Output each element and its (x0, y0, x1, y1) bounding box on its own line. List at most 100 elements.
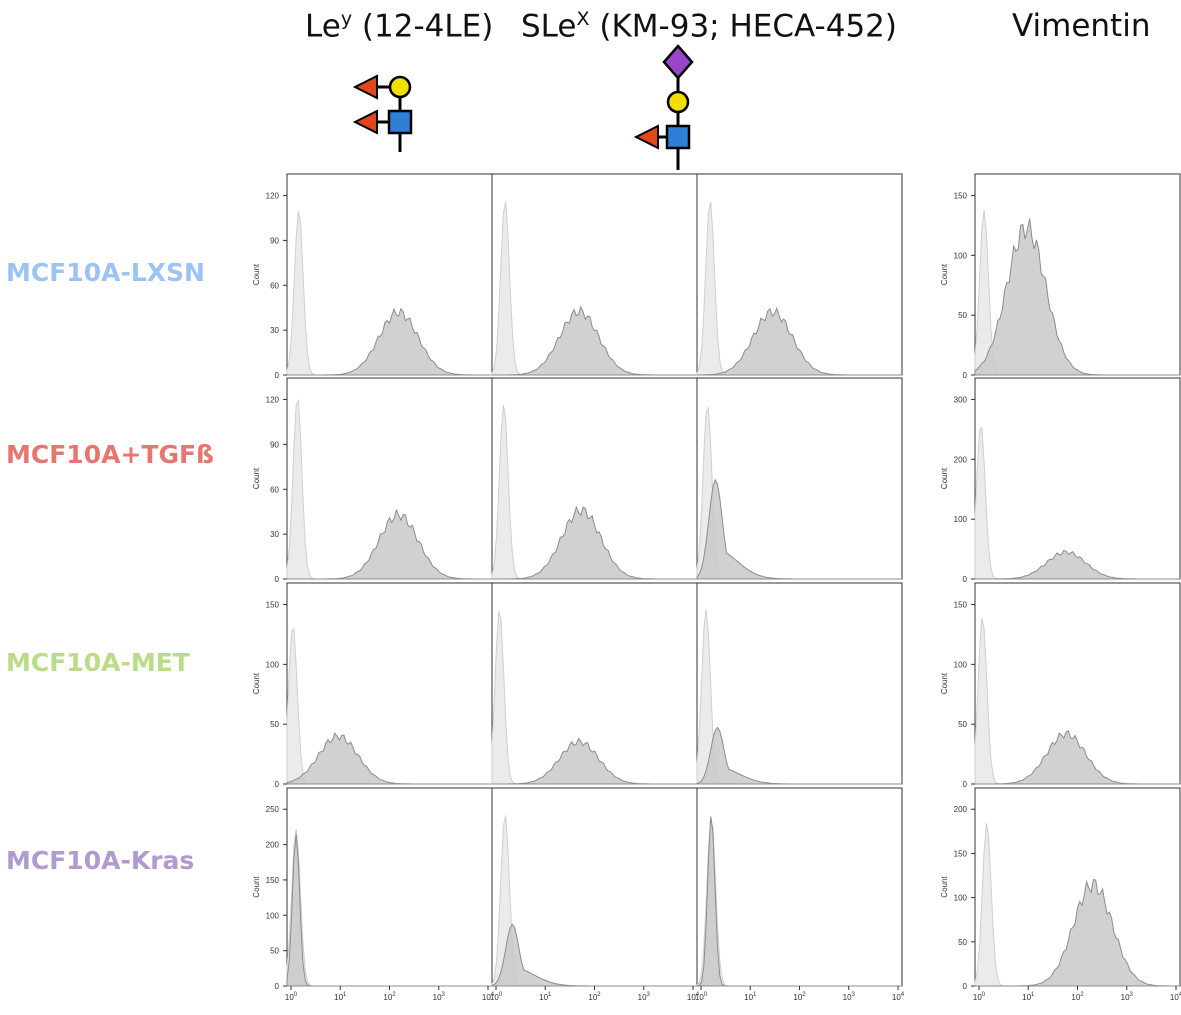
stain-histogram (286, 732, 492, 785)
panel-r0-c3: 0 50 100 150 Count (940, 173, 1181, 380)
y-tick-label: 200 (954, 455, 968, 464)
panel-r2-c0: 0 50 100 150 Count (252, 582, 493, 789)
y-tick-label: 250 (266, 805, 280, 814)
y-tick-label: 50 (270, 720, 279, 729)
panel-r2-c2 (696, 582, 903, 785)
header-ley: Ley (12-4LE) (305, 8, 494, 45)
panel-r0-c1 (491, 173, 698, 376)
panel-r1-c2 (696, 377, 903, 580)
y-tick-label: 100 (954, 660, 968, 669)
y-tick-label: 200 (954, 805, 968, 814)
y-tick-label: 150 (954, 601, 968, 610)
row-label-met: MCF10A-MET (6, 648, 190, 677)
y-axis-label: Count (940, 263, 949, 285)
stain-histogram (697, 306, 902, 376)
y-tick-label: 0 (963, 371, 968, 380)
panel-frame (491, 377, 698, 580)
y-axis-label: Count (940, 672, 949, 694)
x-tick-label: 104 (482, 992, 495, 1002)
panel-r0-c2 (696, 173, 903, 376)
stain-histogram (492, 505, 697, 580)
x-tick-label: 104 (687, 992, 700, 1002)
y-tick-label: 0 (275, 982, 280, 991)
stain-histogram (975, 549, 1180, 580)
x-tick-label: 100 (695, 992, 708, 1002)
x-tick-label: 102 (588, 992, 601, 1002)
x-tick-label: 101 (334, 992, 347, 1002)
y-tick-label: 0 (963, 982, 968, 991)
y-tick-label: 50 (270, 947, 279, 956)
y-tick-label: 200 (266, 841, 280, 850)
y-tick-label: 120 (266, 192, 280, 201)
panel-frame (696, 173, 903, 376)
panel-frame (286, 582, 493, 785)
panel-r1-c1 (491, 377, 698, 580)
x-tick-label: 100 (285, 992, 298, 1002)
panel-r2-c1 (491, 582, 698, 785)
y-axis-label: Count (252, 263, 261, 285)
y-tick-label: 150 (954, 849, 968, 858)
y-tick-label: 50 (958, 938, 967, 947)
y-tick-label: 100 (266, 911, 280, 920)
y-tick-label: 150 (266, 601, 280, 610)
y-tick-label: 90 (270, 440, 279, 449)
stain-histogram (696, 478, 902, 580)
x-tick-label: 101 (744, 992, 757, 1002)
stain-histogram (975, 730, 1180, 785)
panel-r1-c0: 0 30 60 90 120 Count (252, 377, 493, 584)
y-tick-label: 100 (954, 894, 968, 903)
y-axis-label: Count (252, 467, 261, 489)
y-axis-label: Count (252, 672, 261, 694)
stain-histogram (287, 307, 492, 376)
x-tick-label: 101 (539, 992, 552, 1002)
y-tick-label: 90 (270, 236, 279, 245)
panel-r3-c1: 100 101 102 103 104 (490, 787, 700, 1002)
row-label-kras: MCF10A-Kras (6, 846, 195, 875)
y-tick-label: 100 (266, 660, 280, 669)
header-vimentin: Vimentin (1012, 8, 1151, 44)
y-tick-label: 0 (963, 780, 968, 789)
y-tick-label: 60 (270, 281, 279, 290)
x-tick-label: 103 (638, 992, 651, 1002)
panel-r1-c3: 0 100 200 300 Count (940, 377, 1181, 584)
y-tick-label: 120 (266, 396, 280, 405)
panel-frame (491, 787, 698, 987)
y-tick-label: 0 (275, 371, 280, 380)
y-tick-label: 0 (963, 575, 968, 584)
stain-histogram (696, 726, 902, 785)
panel-r2-c3: 0 50 100 150 Count (940, 582, 1181, 789)
stain-histogram (287, 508, 492, 580)
panel-frame (974, 377, 1181, 580)
stain-histogram (974, 218, 1180, 376)
panel-frame (696, 377, 903, 580)
stain-histogram (975, 879, 1180, 987)
y-tick-label: 100 (954, 515, 968, 524)
y-axis-label: Count (252, 876, 261, 898)
y-tick-label: 0 (275, 575, 280, 584)
y-tick-label: 30 (270, 530, 279, 539)
y-axis-label: Count (940, 467, 949, 489)
panel-r0-c0: 0 30 60 90 120 Count (252, 173, 493, 380)
stain-histogram (492, 737, 697, 785)
ley-glycan-icon (352, 74, 413, 152)
y-tick-label: 150 (266, 876, 280, 885)
panel-frame (696, 787, 903, 987)
y-tick-label: 60 (270, 485, 279, 494)
x-tick-label: 102 (1071, 992, 1084, 1002)
y-tick-label: 50 (958, 311, 967, 320)
x-tick-label: 103 (433, 992, 446, 1002)
row-label-lxsn: MCF10A-LXSN (6, 258, 205, 287)
y-tick-label: 300 (954, 396, 968, 405)
x-tick-label: 103 (843, 992, 856, 1002)
y-tick-label: 0 (275, 780, 280, 789)
header-slex: SLeX (KM-93; HECA-452) (521, 8, 897, 45)
y-tick-label: 30 (270, 326, 279, 335)
panel-frame (286, 787, 493, 987)
y-tick-label: 50 (958, 720, 967, 729)
panel-r3-c0: 0 50 100 150 200 250 Count 100 101 102 103 104 (252, 787, 495, 1002)
panel-frame (696, 582, 903, 785)
y-axis-label: Count (940, 876, 949, 898)
x-tick-label: 100 (490, 992, 503, 1002)
stain-histogram (492, 305, 697, 376)
